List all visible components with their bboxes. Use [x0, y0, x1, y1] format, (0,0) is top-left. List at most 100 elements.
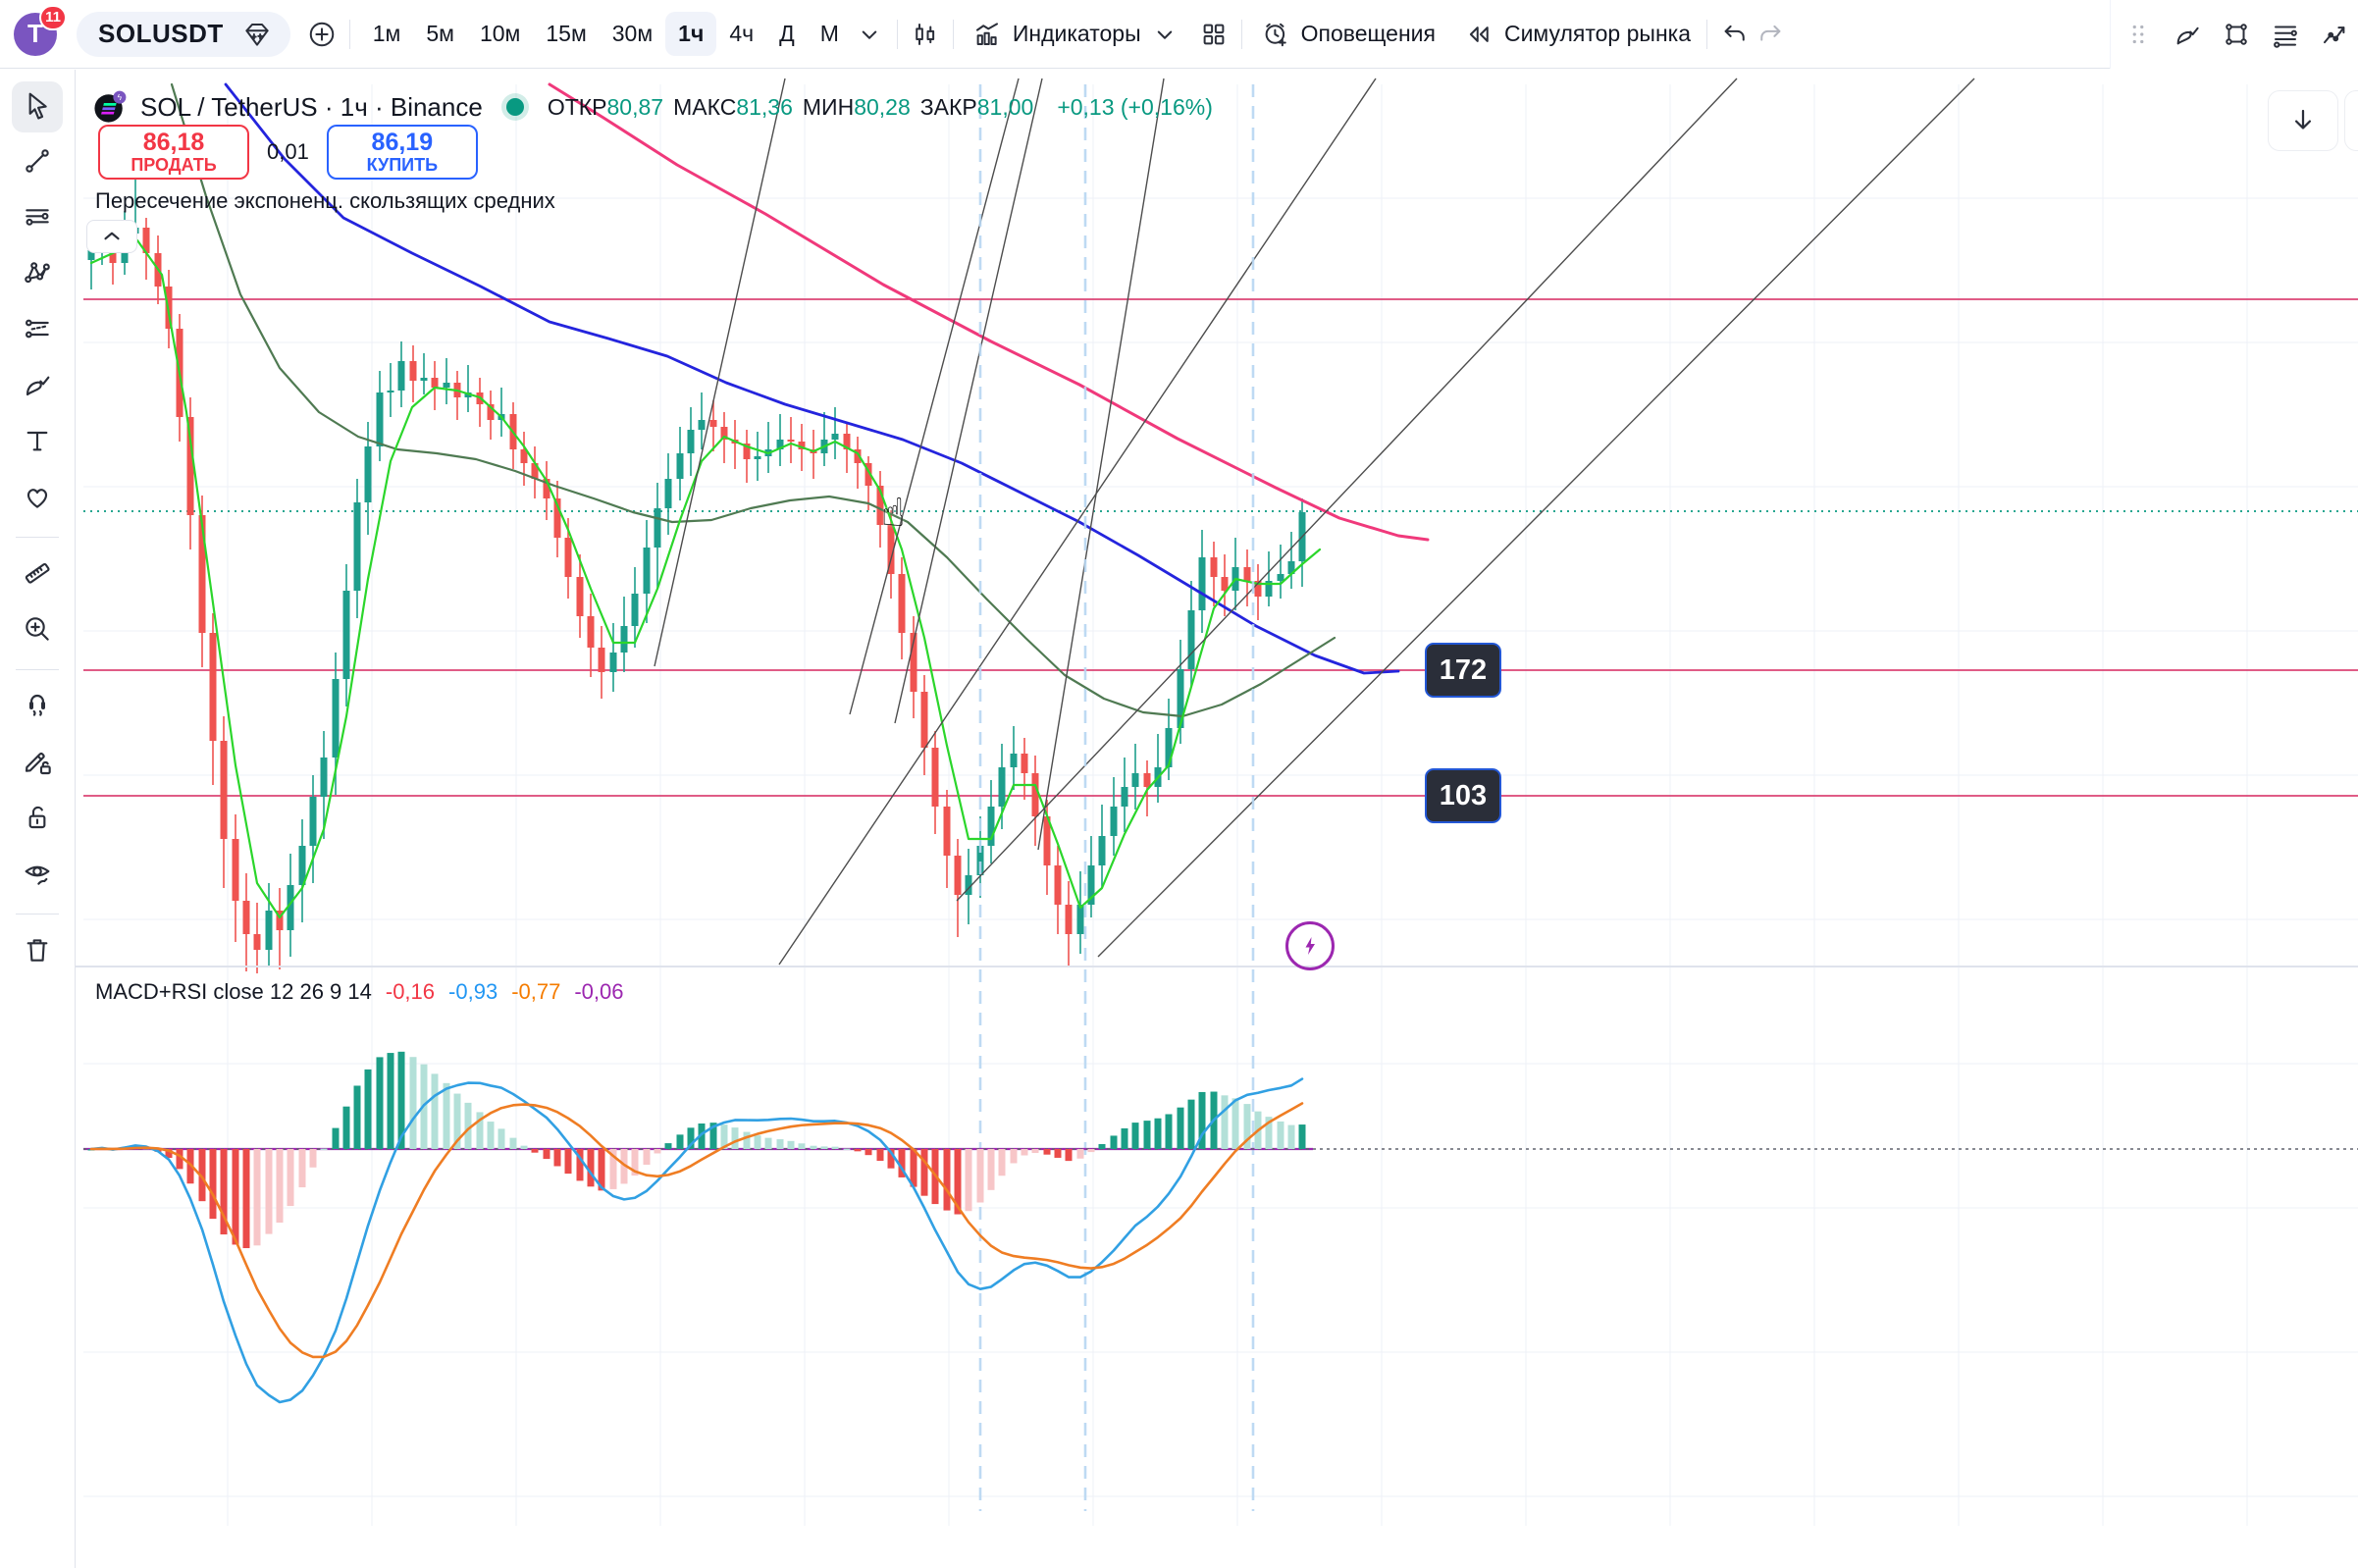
- sidebar-tool-magnet[interactable]: [12, 682, 63, 733]
- horizontal-lines-icon: [22, 201, 53, 237]
- timeframe-М[interactable]: М: [819, 21, 839, 46]
- price-line-label-172[interactable]: 172: [1425, 643, 1501, 698]
- trade-panel: 86,18 ПРОДАТЬ 0,01 86,19 КУПИТЬ: [98, 125, 478, 180]
- lock-icon: [22, 802, 53, 838]
- sidebar-divider: [16, 669, 59, 670]
- sidebar-tool-text[interactable]: [12, 417, 63, 468]
- change-readout: +0,13 (+0,16%): [1057, 93, 1213, 120]
- lines-tool-button[interactable]: [2268, 17, 2303, 52]
- alerts-label: Оповещения: [1300, 21, 1436, 46]
- toolbar-divider: [1240, 19, 1242, 49]
- sidebar-divider: [16, 537, 59, 538]
- replay-button[interactable]: Симулятор рынка: [1455, 17, 1697, 52]
- chart-style-button[interactable]: [908, 17, 943, 52]
- sidebar-tool-parallel-lines[interactable]: [12, 305, 63, 356]
- sidebar-tool-xabcd-pattern[interactable]: [12, 249, 63, 300]
- timeframe-15м[interactable]: 15м: [546, 21, 587, 46]
- toolbar-right-group: [2110, 0, 2358, 69]
- snapshot-button[interactable]: [2344, 90, 2358, 151]
- toolbar-divider: [1706, 19, 1707, 49]
- ohlc-field-ЗАКР: ЗАКР 81,00: [919, 93, 1034, 120]
- legend-title: SOL / TetherUS · 1ч · Binance: [140, 91, 483, 122]
- toolbar-divider: [896, 19, 898, 49]
- sell-price: 86,18: [142, 129, 205, 157]
- redo-button[interactable]: [1753, 17, 1788, 52]
- trend-line-icon: [22, 145, 53, 182]
- indicators-button[interactable]: Индикаторы: [964, 17, 1147, 52]
- timeframe-1м[interactable]: 1м: [372, 21, 401, 46]
- heart-icon: [22, 481, 53, 517]
- pencil-lock-icon: [22, 746, 53, 782]
- collapse-panel-button[interactable]: [86, 220, 137, 253]
- chevron-down-icon[interactable]: [1147, 17, 1182, 52]
- ohlc-readout: ОТКР 80,87 МАКС 81,36 МИН 80,28 ЗАКР 81,00: [548, 94, 1043, 121]
- status-dot[interactable]: [505, 98, 524, 116]
- sidebar-tool-ruler[interactable]: [12, 549, 63, 601]
- trash-icon: [22, 934, 53, 970]
- buy-price: 86,19: [371, 129, 434, 157]
- timeframe-4ч[interactable]: 4ч: [729, 21, 755, 46]
- magnet-icon: [22, 690, 53, 726]
- sidebar-divider: [16, 914, 59, 915]
- hand-cursor: ☝: [881, 491, 906, 536]
- ruler-icon: [22, 557, 53, 594]
- sell-button[interactable]: 86,18 ПРОДАТЬ: [98, 125, 249, 180]
- sidebar-tool-trash[interactable]: [12, 926, 63, 977]
- timeframe-10м[interactable]: 10м: [479, 21, 521, 46]
- price-line-label-103[interactable]: 103: [1425, 768, 1501, 823]
- timeframe-1ч[interactable]: 1ч: [665, 12, 717, 56]
- compare-add-button[interactable]: [304, 17, 340, 52]
- zoom-in-icon: [22, 613, 53, 650]
- alerts-button[interactable]: Оповещения: [1252, 17, 1441, 52]
- sell-label: ПРОДАТЬ: [131, 154, 217, 175]
- symbol-search-button[interactable]: SOLUSDT: [77, 11, 290, 57]
- toolbar-divider: [348, 19, 350, 49]
- rewind-icon: [1461, 17, 1496, 52]
- timeframe-switcher: 1м 5м 10м 15м 30м 1ч 4ч Д М: [360, 12, 852, 56]
- indicators-icon: [969, 17, 1005, 52]
- buy-button[interactable]: 86,19 КУПИТЬ: [326, 125, 478, 180]
- sidebar-tool-lock[interactable]: [12, 794, 63, 845]
- sidebar-tool-heart[interactable]: [12, 473, 63, 524]
- arrow-down-icon: [2295, 109, 2311, 130]
- macd-value: -0,77: [511, 979, 561, 1004]
- sidebar-tool-brush[interactable]: [12, 361, 63, 412]
- timeframe-30м[interactable]: 30м: [611, 21, 654, 46]
- lightning-marker[interactable]: [1285, 921, 1335, 970]
- toolbar-divider: [952, 19, 954, 49]
- zigzag-tool-button[interactable]: [2317, 17, 2352, 52]
- sidebar-tool-eye-hide[interactable]: [12, 850, 63, 901]
- drag-handle-icon[interactable]: [2121, 17, 2156, 52]
- cursor-icon: [22, 89, 53, 126]
- ohlc-field-ОТКР: ОТКР 80,87: [547, 93, 664, 120]
- macd-legend[interactable]: MACD+RSI close 12 26 9 14 -0,16 -0,93 -0,7…: [95, 979, 624, 1005]
- sidebar-tool-zoom-in[interactable]: [12, 605, 63, 656]
- strategy-label[interactable]: Пересечение экспоненц. скользящих средни…: [95, 188, 555, 213]
- undo-button[interactable]: [1717, 17, 1753, 52]
- brush-icon: [22, 369, 53, 405]
- replay-label: Симулятор рынка: [1503, 21, 1691, 46]
- chevron-up-icon: [104, 232, 120, 240]
- user-avatar[interactable]: T 11: [14, 4, 67, 56]
- sidebar-tool-pencil-lock[interactable]: [12, 738, 63, 789]
- draw-check-button[interactable]: [2170, 17, 2205, 52]
- layout-grid-button[interactable]: [1196, 17, 1231, 52]
- sidebar-tool-cursor[interactable]: [12, 81, 63, 132]
- xabcd-pattern-icon: [22, 257, 53, 293]
- chart-legend[interactable]: ϟ SOL / TetherUS · 1ч · Binance ОТКР 80,8…: [93, 90, 1223, 124]
- timeframe-5м[interactable]: 5м: [426, 21, 454, 46]
- macd-value: -0,06: [574, 979, 624, 1004]
- sidebar-tool-trend-line[interactable]: [12, 137, 63, 188]
- sidebar-tool-horizontal-lines[interactable]: [12, 193, 63, 244]
- scroll-to-realtime-button[interactable]: [2268, 90, 2338, 151]
- rectangle-tool-button[interactable]: [2219, 17, 2254, 52]
- macd-value: -0,93: [448, 979, 498, 1004]
- gem-icon: [239, 17, 275, 52]
- ohlc-field-МИН: МИН 80,28: [802, 93, 911, 120]
- macd-title: MACD+RSI close 12 26 9 14: [95, 979, 372, 1004]
- drawing-toolbar: [0, 70, 76, 1568]
- chevron-down-icon[interactable]: [852, 17, 887, 52]
- timeframe-Д[interactable]: Д: [779, 21, 795, 46]
